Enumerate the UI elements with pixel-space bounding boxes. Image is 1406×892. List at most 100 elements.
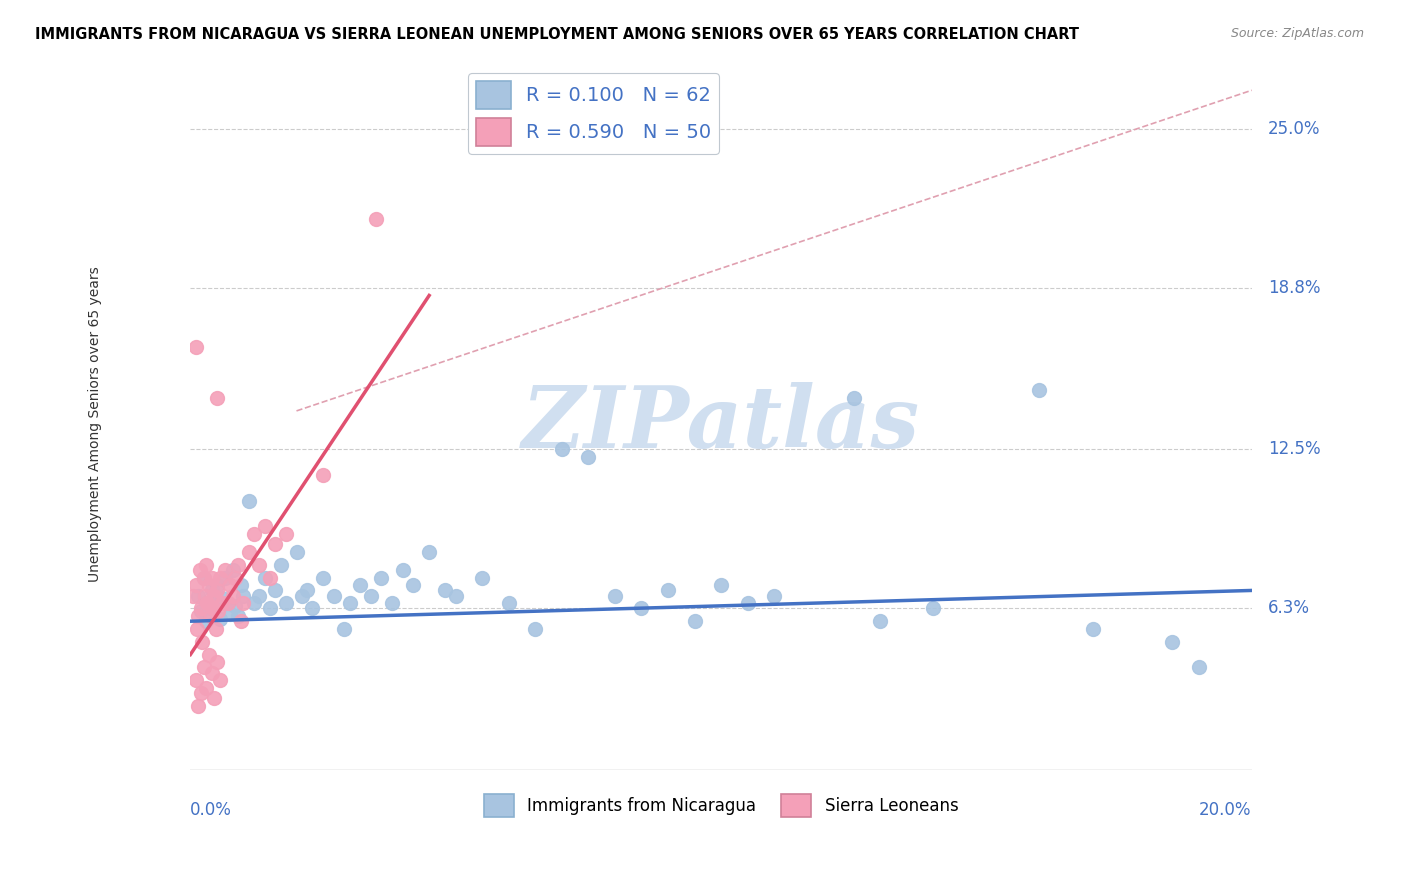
Point <box>869 614 891 628</box>
Text: 18.8%: 18.8% <box>1268 279 1320 297</box>
Point <box>181 589 204 603</box>
Point <box>576 450 599 464</box>
Point <box>202 589 225 603</box>
Point <box>232 589 254 603</box>
Point <box>291 589 314 603</box>
Point <box>259 571 281 585</box>
Point <box>184 673 207 688</box>
Point <box>207 604 229 618</box>
Point <box>224 599 246 613</box>
Point <box>198 578 221 592</box>
Point <box>1161 634 1184 648</box>
Point <box>683 614 706 628</box>
Point <box>551 442 574 457</box>
Point <box>1188 660 1211 674</box>
Point <box>211 596 233 610</box>
Text: 20.0%: 20.0% <box>1199 801 1251 819</box>
Point <box>205 655 228 669</box>
Point <box>198 596 221 610</box>
Point <box>229 578 252 592</box>
Point <box>195 614 218 628</box>
Point <box>202 691 225 706</box>
Point <box>217 596 239 610</box>
Point <box>224 571 246 585</box>
Point <box>842 391 865 405</box>
Point <box>214 563 236 577</box>
Point <box>219 607 242 621</box>
Text: IMMIGRANTS FROM NICARAGUA VS SIERRA LEONEAN UNEMPLOYMENT AMONG SENIORS OVER 65 Y: IMMIGRANTS FROM NICARAGUA VS SIERRA LEON… <box>35 27 1080 42</box>
Point <box>444 589 467 603</box>
Point <box>193 571 215 585</box>
Point <box>187 609 209 624</box>
Point <box>434 583 457 598</box>
Point <box>710 578 733 592</box>
Point <box>295 583 318 598</box>
Point <box>195 558 218 572</box>
Point <box>188 563 211 577</box>
Point <box>253 519 276 533</box>
Point <box>205 622 228 636</box>
Point <box>200 665 222 680</box>
Point <box>737 596 759 610</box>
Point <box>339 596 361 610</box>
Point <box>243 596 266 610</box>
Point <box>301 601 323 615</box>
Text: Unemployment Among Seniors over 65 years: Unemployment Among Seniors over 65 years <box>87 266 101 582</box>
Point <box>366 211 388 226</box>
Text: 0.0%: 0.0% <box>190 801 232 819</box>
Point <box>217 596 239 610</box>
Point <box>238 493 260 508</box>
Point <box>184 340 207 354</box>
Point <box>200 571 222 585</box>
Point <box>190 601 212 615</box>
Point <box>205 578 228 592</box>
Point <box>200 583 222 598</box>
Point <box>274 596 297 610</box>
Point <box>922 601 945 615</box>
Point <box>370 571 392 585</box>
Point <box>184 578 207 592</box>
Point <box>630 601 652 615</box>
Point <box>402 578 425 592</box>
Point <box>219 578 242 592</box>
Point <box>208 571 231 585</box>
Point <box>205 391 228 405</box>
Point <box>418 545 440 559</box>
Point <box>312 468 335 483</box>
Point <box>322 589 344 603</box>
Point <box>264 537 287 551</box>
Point <box>202 601 225 615</box>
Legend: Immigrants from Nicaragua, Sierra Leoneans: Immigrants from Nicaragua, Sierra Leonea… <box>477 787 965 824</box>
Text: 12.5%: 12.5% <box>1268 441 1320 458</box>
Point <box>193 660 215 674</box>
Point <box>763 589 786 603</box>
Point <box>187 698 209 713</box>
Point <box>205 583 228 598</box>
Point <box>191 634 214 648</box>
Point <box>194 589 217 603</box>
Point <box>190 686 212 700</box>
Point <box>238 545 260 559</box>
Text: Source: ZipAtlas.com: Source: ZipAtlas.com <box>1230 27 1364 40</box>
Point <box>657 583 679 598</box>
Point <box>471 571 494 585</box>
Point <box>247 558 270 572</box>
Point <box>333 622 356 636</box>
Point <box>247 589 270 603</box>
Point <box>208 612 231 626</box>
Point <box>222 563 245 577</box>
Text: 25.0%: 25.0% <box>1268 120 1320 137</box>
Point <box>232 596 254 610</box>
Point <box>264 583 287 598</box>
Point <box>200 609 222 624</box>
Point <box>349 578 371 592</box>
Point <box>259 601 281 615</box>
Point <box>274 527 297 541</box>
Text: 6.3%: 6.3% <box>1268 599 1309 617</box>
Point <box>214 571 236 585</box>
Point <box>603 589 626 603</box>
Point <box>211 591 233 606</box>
Point <box>195 596 218 610</box>
Point <box>243 527 266 541</box>
Point <box>253 571 276 585</box>
